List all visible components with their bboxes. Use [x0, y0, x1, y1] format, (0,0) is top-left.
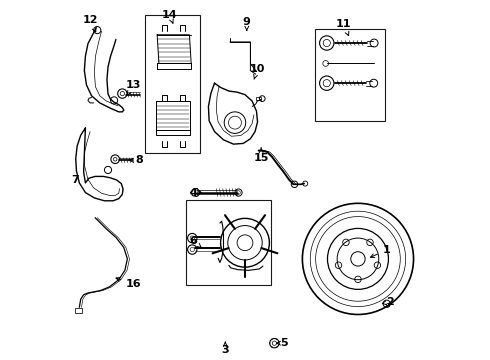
- Text: 10: 10: [250, 64, 265, 79]
- Text: 8: 8: [129, 155, 143, 165]
- Text: 1: 1: [370, 245, 391, 257]
- Text: 12: 12: [83, 15, 98, 32]
- Text: 7: 7: [71, 175, 78, 185]
- Text: 16: 16: [116, 278, 142, 289]
- Text: 2: 2: [382, 297, 394, 307]
- Bar: [315, 29, 385, 121]
- Text: 15: 15: [253, 148, 269, 163]
- Text: 14: 14: [162, 10, 177, 23]
- Bar: [186, 200, 271, 285]
- Text: 6: 6: [189, 236, 202, 248]
- Text: 4: 4: [189, 188, 201, 198]
- Text: 11: 11: [336, 19, 351, 36]
- Text: 5: 5: [276, 338, 288, 348]
- Bar: [75, 309, 82, 313]
- Text: 3: 3: [221, 342, 229, 355]
- Text: 9: 9: [243, 17, 251, 30]
- Text: 13: 13: [126, 80, 142, 95]
- Bar: [145, 15, 200, 153]
- Bar: [256, 97, 261, 100]
